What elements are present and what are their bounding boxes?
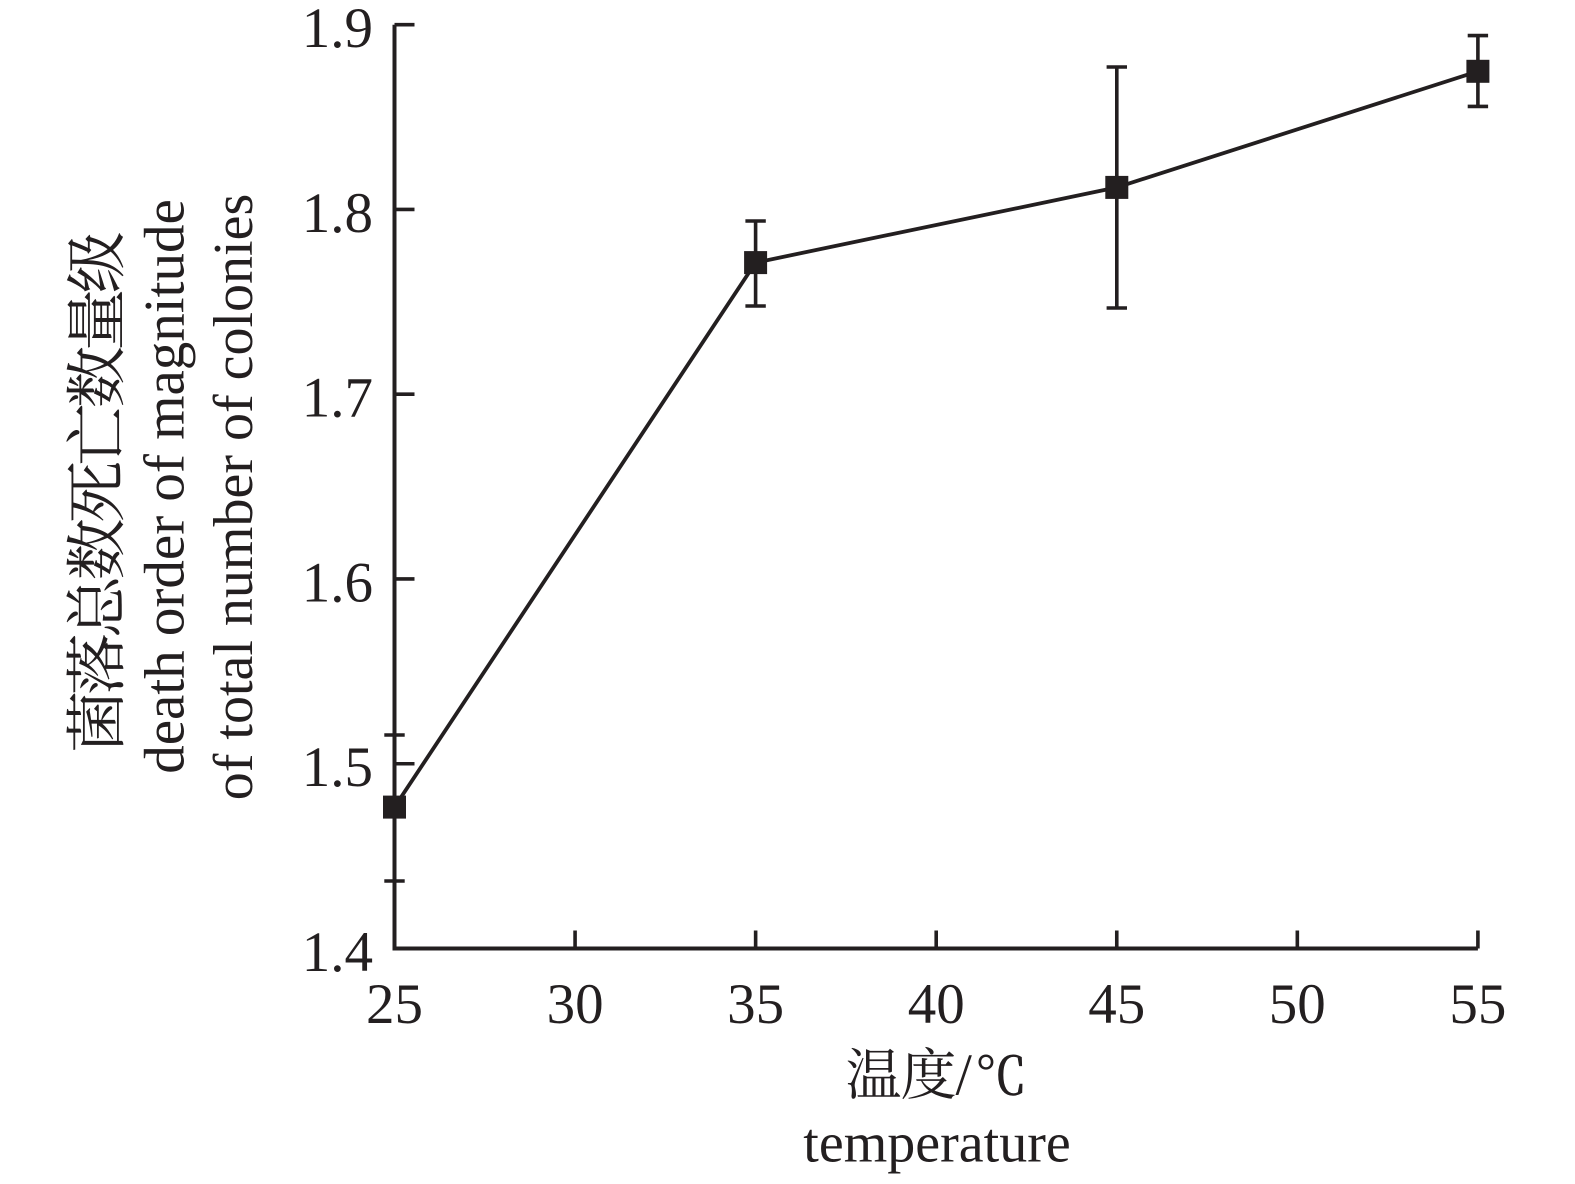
svg-text:1.9: 1.9 — [302, 0, 373, 60]
svg-text:of total number of colonies: of total number of colonies — [203, 194, 265, 801]
svg-text:/: / — [956, 1042, 973, 1108]
svg-text:temperature: temperature — [803, 1113, 1070, 1175]
svg-text:55: 55 — [1449, 973, 1506, 1036]
svg-text:1.4: 1.4 — [302, 921, 373, 984]
svg-text:1.7: 1.7 — [302, 367, 373, 430]
svg-text:40: 40 — [908, 973, 965, 1036]
svg-text:1.5: 1.5 — [302, 736, 373, 799]
svg-text:30: 30 — [547, 973, 604, 1036]
svg-text:1.6: 1.6 — [302, 552, 373, 615]
svg-text:1.8: 1.8 — [302, 182, 373, 245]
svg-text:35: 35 — [727, 973, 784, 1036]
svg-text:death order of magnitude: death order of magnitude — [134, 199, 197, 774]
svg-text:45: 45 — [1088, 973, 1145, 1036]
svg-text:25: 25 — [366, 973, 423, 1036]
svg-text:50: 50 — [1269, 973, 1326, 1036]
